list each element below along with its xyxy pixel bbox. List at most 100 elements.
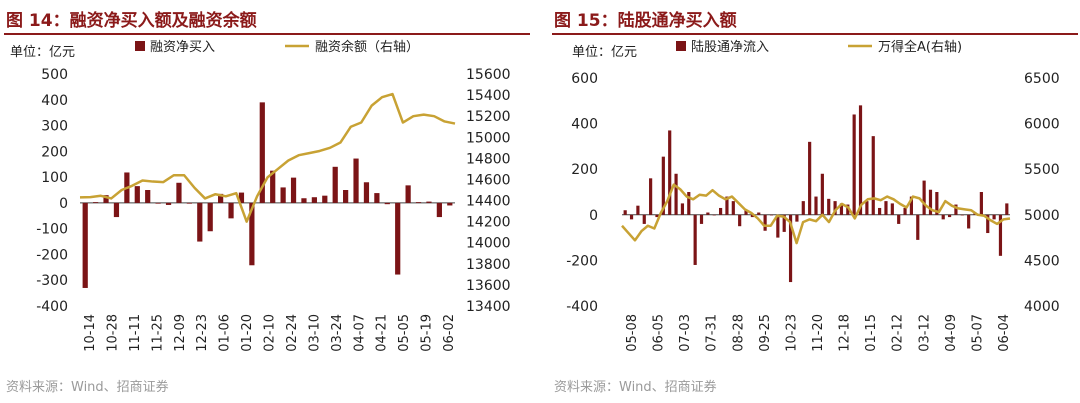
bar [661,156,665,215]
x-tick-label: 05-05 [397,314,412,352]
bar [833,201,837,215]
bar [922,180,926,215]
y-tick-right: 6000 [1024,117,1060,133]
bar [343,190,349,203]
series-line [79,92,456,223]
bar [436,202,442,218]
bar [776,214,780,238]
chart-panel-northbound: 图 15：陆股通净买入额 单位：亿元 陆股通净流入 万得全A(右轴) -400 -200… [548,0,1078,403]
x-tick-label: 11-25 [150,314,165,352]
y-tick-right: 14600 [466,172,511,188]
bar [693,214,697,265]
bar [979,192,983,215]
bar [290,177,297,203]
bar [763,214,767,231]
bar [801,201,805,215]
x-tick-label: 02-24 [285,314,300,352]
bar [992,214,996,220]
x-tick-label: 11-20 [811,314,826,352]
y-tick-left: 100 [41,170,68,186]
y-tick-left: 300 [41,119,68,135]
title-rule [4,33,530,35]
bar [909,196,913,215]
bar [706,212,710,215]
bar [871,136,875,215]
legend-label: 融资净买入 [150,40,215,55]
y-tick-right: 5500 [1024,162,1060,178]
source-note: 资料来源：Wind、招商证券 [554,380,717,395]
x-tick-label: 09-25 [758,314,773,352]
bar [228,202,234,219]
northbound-flow-chart: 单位：亿元 陆股通净流入 万得全A(右轴) -400 -200 0 200 400 600 400… [566,39,1060,352]
bar [808,141,812,215]
bar [814,196,818,215]
bar [447,202,453,206]
source-note: 资料来源：Wind、招商证券 [6,380,169,395]
bar [846,204,850,215]
x-tick-label: 10-14 [83,314,98,352]
bar [858,105,863,215]
y-tick-right: 13400 [466,299,511,315]
bar [93,202,99,203]
bar [207,202,213,232]
bar [954,204,958,215]
x-tick-label: 10-23 [784,314,799,352]
y-tick-right: 13600 [466,278,511,294]
y-tick-right: 15000 [466,130,511,146]
x-tick-label: 01-15 [864,314,879,352]
bar [623,210,627,215]
bar [384,202,390,205]
x-tick-label: 02-12 [891,314,906,352]
bar [280,187,286,203]
bar [820,173,824,215]
figure-title: 图 15：陆股通净买入额 [554,11,737,31]
bar [712,214,716,216]
y-tick-left: 400 [41,93,68,109]
bar [322,195,328,203]
y-tick-right: 13800 [466,257,511,273]
x-tick-label: 05-19 [420,314,435,352]
legend-label: 万得全A(右轴) [878,39,962,55]
bar [744,210,748,215]
y-tick-left: -200 [566,253,598,269]
x-tick-label: 12-23 [195,314,210,352]
legend-label: 融资余额（右轴） [315,39,419,55]
bar [176,182,182,203]
y-tick-left: -400 [566,299,598,315]
bar [395,202,401,275]
bar [680,203,685,215]
bar [674,173,678,215]
legend-bar-swatch [676,41,686,51]
series-line [621,183,1011,245]
bar [642,214,646,224]
bar [960,214,964,216]
y-tick-right: 14800 [466,151,511,167]
bar [699,214,704,224]
bar [935,192,939,215]
bar [998,214,1003,256]
bar [947,214,952,218]
bar [426,201,432,203]
bar [332,166,338,203]
bar [82,202,88,288]
bar [629,214,634,220]
y-tick-left: -400 [36,299,68,315]
x-tick-label: 10-28 [105,314,120,352]
bar [687,192,691,215]
x-tick-label: 08-28 [731,314,746,352]
y-tick-right: 15200 [466,109,511,125]
y-tick-right: 15600 [466,67,511,83]
bar [218,193,224,203]
bar [636,205,640,215]
bar [878,207,882,215]
x-tick-label: 03-12 [917,314,932,352]
bar [197,202,203,242]
bar [249,202,255,266]
bar [668,130,672,215]
bar [725,196,729,215]
bar [788,214,793,283]
bar [238,192,245,203]
bar [731,201,735,215]
legend-bar-swatch [135,41,145,51]
bar [897,214,901,224]
